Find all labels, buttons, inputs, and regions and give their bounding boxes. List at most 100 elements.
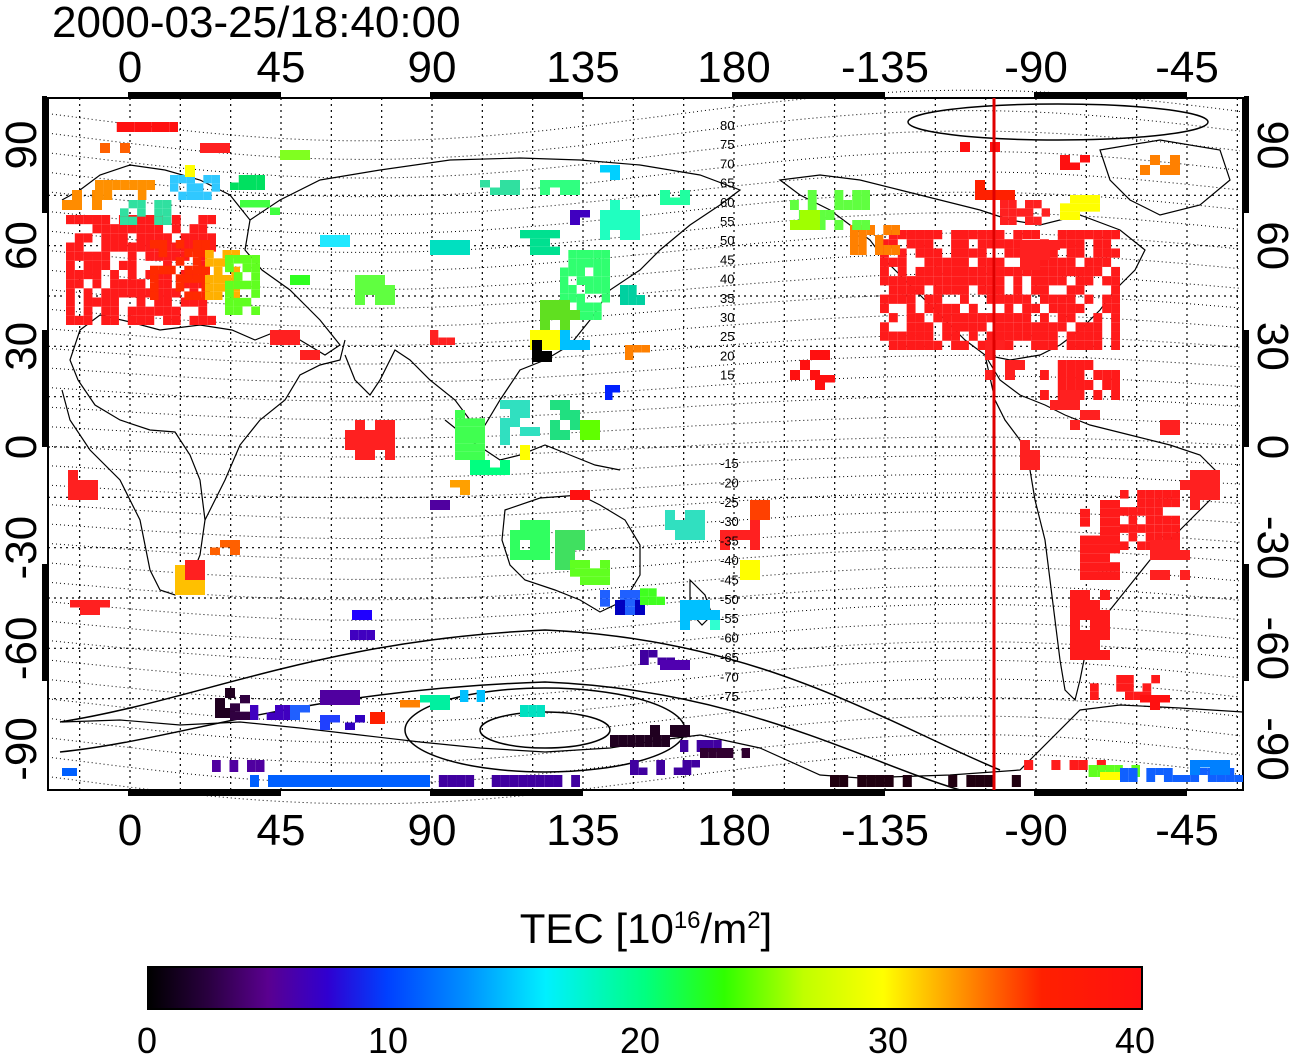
tec-cell <box>520 230 530 239</box>
tec-cell <box>1020 450 1030 460</box>
tec-cell <box>1090 610 1100 620</box>
tec-cell <box>816 220 826 230</box>
tec-cell <box>897 257 907 267</box>
tec-cell <box>476 690 485 702</box>
lat-tick-right: -30 <box>1248 516 1292 580</box>
tec-cell <box>555 560 565 570</box>
tec-cell <box>205 275 214 284</box>
tec-cell <box>1093 370 1103 380</box>
tec-cell <box>1140 695 1150 703</box>
tec-cell <box>520 409 530 418</box>
tec-cell <box>610 220 620 230</box>
tec-cell <box>1110 517 1120 527</box>
tec-cell <box>345 440 355 450</box>
tec-cell <box>1093 266 1103 277</box>
tec-cell <box>951 257 960 267</box>
tec-cell <box>101 233 111 243</box>
lat-tick-left: 60 <box>0 221 46 270</box>
tec-cell <box>129 180 138 190</box>
lat-tick-right: 0 <box>1248 435 1292 459</box>
tec-cell <box>185 165 195 177</box>
contour-label-north: 20 <box>720 348 734 363</box>
tec-cell <box>1102 380 1112 390</box>
tec-cell <box>951 230 960 240</box>
tec-cell <box>242 280 252 290</box>
tec-cell <box>1154 498 1163 508</box>
tec-cell <box>690 610 700 620</box>
contour-label-north: 35 <box>720 291 734 306</box>
geomag-contour <box>47 659 1241 703</box>
tec-cell <box>300 350 310 360</box>
tec-cell <box>571 775 580 787</box>
timestamp-title: 2000-03-25/18:40:00 <box>52 0 461 47</box>
tec-cell <box>225 289 234 298</box>
tec-cell <box>1090 195 1100 204</box>
tec-cell <box>510 540 520 550</box>
geomag-contour <box>47 473 1241 499</box>
tec-cell <box>1075 303 1085 314</box>
tec-cell <box>1111 331 1120 341</box>
tec-cell <box>184 265 193 275</box>
tec-cell <box>186 191 195 200</box>
tec-cell <box>62 200 72 210</box>
tec-cell <box>118 288 128 298</box>
tec-cell <box>1060 390 1070 400</box>
tec-cell <box>207 242 216 252</box>
tec-cell <box>180 279 190 289</box>
tec-cell <box>902 775 912 787</box>
contour-label-north: 70 <box>720 156 734 171</box>
tec-cell <box>350 630 359 640</box>
tec-cell <box>830 775 840 787</box>
tec-cell <box>720 540 730 550</box>
tec-cell <box>1093 313 1103 323</box>
lon-tick-top: 180 <box>697 43 770 92</box>
tec-cell <box>1162 515 1172 525</box>
tec-cell <box>500 418 510 427</box>
tec-cell <box>1084 340 1094 350</box>
tec-cell <box>565 540 575 550</box>
tec-cell <box>127 242 137 252</box>
tec-cell <box>509 775 519 787</box>
tec-cell <box>1145 507 1155 516</box>
tec-cell <box>207 233 216 243</box>
geomag-contour <box>47 678 1241 723</box>
tec-cell <box>713 740 722 752</box>
tec-cell <box>500 436 510 445</box>
tec-cell <box>145 306 155 316</box>
tec-cell <box>340 235 350 247</box>
tec-cell <box>1057 360 1067 370</box>
tec-cell <box>986 266 996 277</box>
tec-cell <box>560 276 569 285</box>
tec-cell <box>635 607 645 615</box>
tec-cell <box>580 430 590 440</box>
tec-cell <box>1220 760 1230 768</box>
tec-cell <box>530 238 540 247</box>
tec-cell <box>1090 600 1100 610</box>
geomag-contour <box>47 314 1241 346</box>
contour-label-north: 30 <box>720 310 734 325</box>
tec-cell <box>189 297 199 307</box>
geomag-contour <box>47 510 1241 540</box>
tec-cell <box>1090 683 1099 692</box>
tec-cell <box>455 435 465 444</box>
tec-cell <box>740 530 750 540</box>
tec-cell <box>600 590 610 599</box>
tec-cell <box>636 295 645 305</box>
tec-cell <box>213 291 223 300</box>
tec-cell <box>906 303 916 314</box>
tec-cell <box>924 230 934 240</box>
tec-cell <box>585 276 594 285</box>
tec-cell <box>1102 303 1112 314</box>
tec-cell <box>184 291 193 300</box>
tec-cell <box>1080 590 1090 600</box>
tec-cell <box>1080 640 1090 650</box>
tec-cell <box>968 248 978 258</box>
tec-cell <box>171 306 181 316</box>
tec-cell <box>171 251 181 261</box>
tec-cell <box>1111 340 1120 350</box>
tec-cell <box>1154 524 1163 533</box>
tec-cell <box>185 585 195 595</box>
tec-cell <box>145 233 155 243</box>
tec-cell <box>410 700 420 708</box>
tec-cell <box>78 490 88 500</box>
